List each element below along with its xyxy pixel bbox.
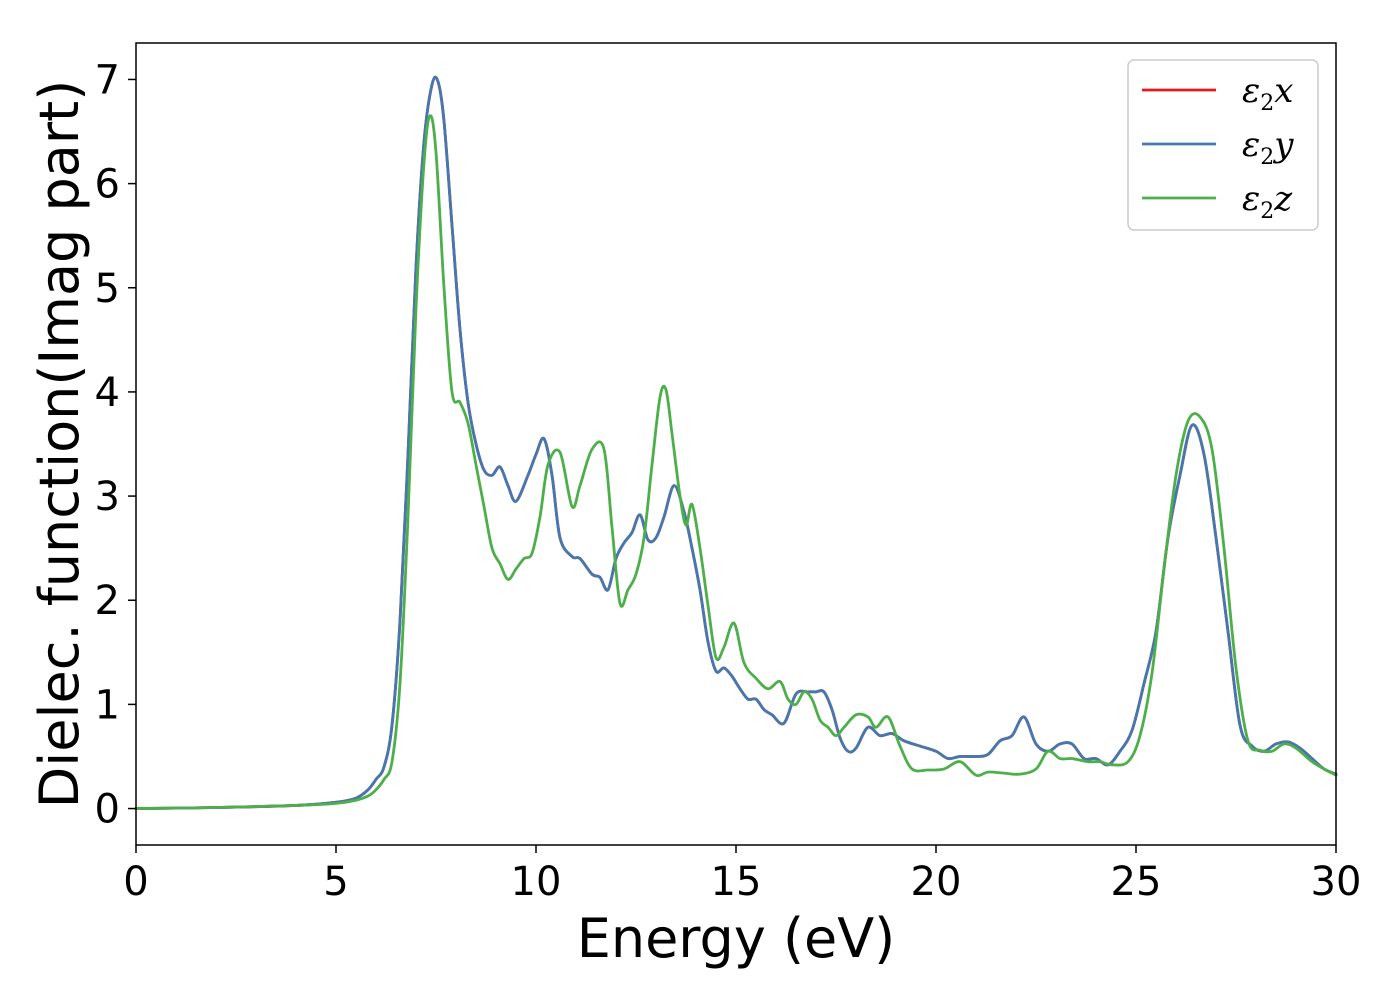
x-tick-label: 30 — [1311, 859, 1362, 905]
x-tick-label: 25 — [1111, 859, 1162, 905]
legend-base: ε — [1242, 71, 1260, 111]
legend-label-y: ε2y — [1242, 125, 1294, 170]
legend-label-x: ε2x — [1242, 71, 1293, 116]
x-tick-label: 5 — [323, 859, 348, 905]
y-axis: 0 1 2 3 4 5 6 7 — [95, 57, 136, 833]
x-tick-label: 20 — [911, 859, 962, 905]
y-tick-label: 7 — [95, 57, 120, 103]
y-tick-label: 3 — [95, 474, 120, 520]
legend-base: ε — [1242, 179, 1260, 219]
legend-label-z: ε2z — [1242, 179, 1293, 224]
series-line-z — [134, 114, 1338, 810]
x-axis: 0 5 10 15 20 25 30 — [123, 845, 1361, 905]
series-layer — [134, 75, 1338, 810]
y-tick-label: 1 — [95, 682, 120, 728]
legend-subscript: 2 — [1260, 145, 1274, 170]
y-tick-label: 6 — [95, 162, 120, 208]
y-tick-label: 2 — [95, 578, 120, 624]
legend-subscript: 2 — [1260, 199, 1274, 224]
x-axis-label: Energy (eV) — [577, 907, 896, 970]
legend-suffix: x — [1274, 71, 1293, 111]
legend-base: ε — [1242, 125, 1260, 165]
x-tick-label: 0 — [123, 859, 148, 905]
legend-subscript: 2 — [1260, 91, 1274, 116]
y-tick-label: 0 — [95, 787, 120, 833]
y-axis-label: Dielec. function(Imag part) — [28, 80, 91, 809]
legend-suffix: y — [1272, 125, 1294, 165]
series-line-y — [134, 75, 1338, 810]
legend-suffix: z — [1273, 179, 1293, 219]
y-tick-label: 5 — [95, 266, 120, 312]
x-tick-label: 15 — [711, 859, 762, 905]
y-tick-label: 4 — [95, 370, 120, 416]
legend-box — [1127, 59, 1319, 231]
x-tick-label: 10 — [511, 859, 562, 905]
